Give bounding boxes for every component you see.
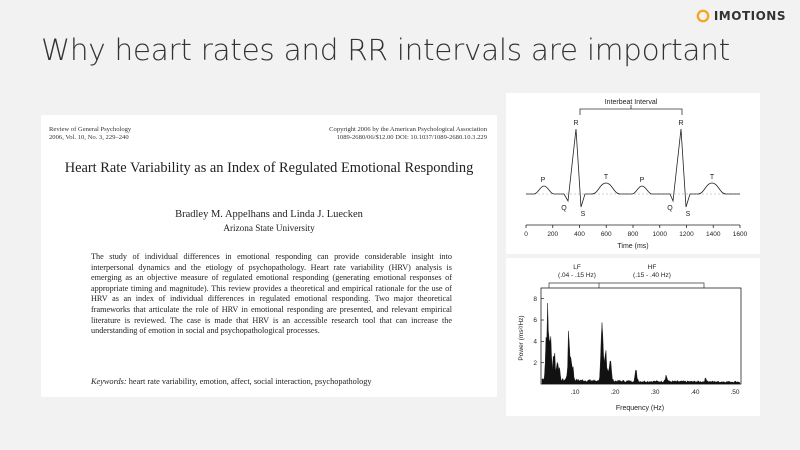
brand-name: IMOTIONS xyxy=(713,9,786,23)
ecg-diagram: Interbeat Interval P Q R S T P Q R S T 0… xyxy=(524,99,748,250)
slide-title: Why heart rates and RR intervals are imp… xyxy=(41,33,730,67)
ecg-xlabel: Time (ms) xyxy=(617,243,648,250)
paper-journal: Review of General Psychology xyxy=(49,126,132,133)
band-brackets xyxy=(548,282,705,288)
paper-excerpt: Review of General Psychology 2006, Vol. … xyxy=(41,115,497,397)
psd-xlabel: Frequency (Hz) xyxy=(616,405,664,412)
psd-y-ticks: 2 4 6 8 xyxy=(533,296,544,367)
ecg-tick-label: 800 xyxy=(628,231,639,238)
psd-diagram: LF (.04 - .15 Hz) HF (.15 - .40 Hz) 2 4 6 8… xyxy=(518,264,742,412)
paper-volume: 2006, Vol. 10, No. 3, 229–240 xyxy=(49,134,129,141)
psd-ylabel: Power (ms²/Hz) xyxy=(518,315,525,360)
interbeat-bracket xyxy=(579,108,683,115)
psd-xtick-label: .20 xyxy=(610,389,619,396)
ecg-tick-label: 1600 xyxy=(733,231,748,238)
paper-keywords-line: Keywords: heart rate variability, emotio… xyxy=(91,377,461,386)
paper-affiliation: Arizona State University xyxy=(223,223,315,233)
paper-copyright-info: Copyright 2006 by the American Psycholog… xyxy=(329,126,487,142)
psd-ytick-label: 4 xyxy=(533,339,537,346)
psd-spectrum xyxy=(541,302,741,385)
psd-ytick-label: 8 xyxy=(533,296,537,303)
ecg-figure: Interbeat Interval P Q R S T P Q R S T 0… xyxy=(506,93,760,254)
imotions-logo: IMOTIONS xyxy=(696,9,786,23)
ecg-tick-label: 200 xyxy=(547,231,558,238)
interbeat-label: Interbeat Interval xyxy=(605,99,658,106)
ecg-tick-label: 1400 xyxy=(706,231,721,238)
ecg-tick-label: 1000 xyxy=(653,231,668,238)
psd-xtick-label: .10 xyxy=(570,389,579,396)
band-lf-label: LF xyxy=(573,264,581,271)
wave-label-r1: R xyxy=(573,120,578,127)
wave-label-r2: R xyxy=(678,120,683,127)
wave-label-t2: T xyxy=(710,174,715,181)
wave-label-p2: P xyxy=(640,177,645,184)
wave-label-s1: S xyxy=(581,211,586,218)
psd-xtick-label: .40 xyxy=(690,389,699,396)
psd-ytick-label: 2 xyxy=(533,360,537,367)
paper-keywords-label: Keywords: xyxy=(91,377,127,386)
wave-label-q1: Q xyxy=(561,205,567,212)
ecg-tick-label: 1200 xyxy=(679,231,694,238)
band-hf-label: HF xyxy=(648,264,657,271)
psd-figure: LF (.04 - .15 Hz) HF (.15 - .40 Hz) 2 4 6 8… xyxy=(506,258,760,416)
paper-abstract: The study of individual differences in e… xyxy=(91,252,452,336)
wave-label-t1: T xyxy=(604,174,609,181)
paper-title: Heart Rate Variability as an Index of Re… xyxy=(64,160,474,176)
paper-copyright: Copyright 2006 by the American Psycholog… xyxy=(329,126,487,133)
ecg-tick-label: 400 xyxy=(574,231,585,238)
paper-keywords: heart rate variability, emotion, affect,… xyxy=(128,377,372,386)
ecg-tick-label: 600 xyxy=(601,231,612,238)
ecg-time-ticks: 0 200 400 600 800 1000 1200 1400 1600 xyxy=(524,225,748,238)
paper-doi: 1089-2680/06/$12.00 DOI: 10.1037/1089-26… xyxy=(336,134,487,141)
wave-label-p1: P xyxy=(541,177,546,184)
band-hf-range: (.15 - .40 Hz) xyxy=(633,272,671,279)
psd-ytick-label: 6 xyxy=(533,317,537,324)
psd-xtick-label: .50 xyxy=(730,389,739,396)
wave-label-s2: S xyxy=(686,211,691,218)
imotions-logo-icon xyxy=(696,9,710,23)
ecg-tick-label: 0 xyxy=(524,231,528,238)
ecg-trace xyxy=(526,128,740,208)
band-lf-range: (.04 - .15 Hz) xyxy=(558,272,596,279)
paper-journal-info: Review of General Psychology 2006, Vol. … xyxy=(49,126,131,142)
wave-label-q2: Q xyxy=(667,205,673,212)
psd-xtick-label: .30 xyxy=(650,389,659,396)
paper-authors: Bradley M. Appelhans and Linda J. Luecke… xyxy=(175,209,363,220)
